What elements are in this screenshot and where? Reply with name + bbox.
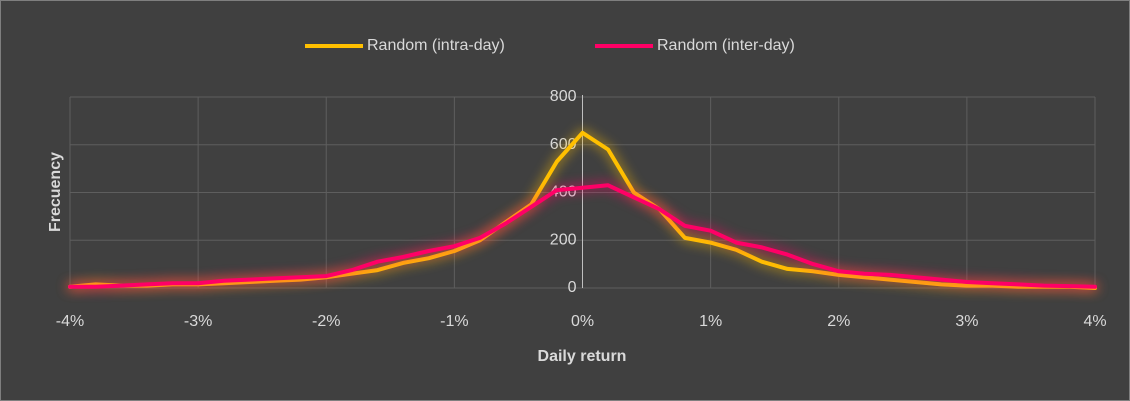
x-tick-label: -1% — [440, 313, 468, 330]
y-tick-label: 800 — [550, 88, 577, 105]
x-tick-label: 3% — [955, 313, 978, 330]
x-tick-label: -4% — [56, 313, 84, 330]
x-tick-label: 1% — [699, 313, 722, 330]
x-tick-label: 4% — [1083, 313, 1106, 330]
y-axis-title: Frecuency — [47, 152, 64, 232]
x-axis-title: Daily return — [538, 348, 627, 365]
series-line — [68, 183, 1097, 289]
x-tick-label: -2% — [312, 313, 340, 330]
x-tick-label: -3% — [184, 313, 212, 330]
x-tick-label: 2% — [827, 313, 850, 330]
x-tick-label: 0% — [571, 313, 594, 330]
legend-label: Random (inter-day) — [657, 37, 795, 54]
legend-label: Random (intra-day) — [367, 37, 505, 54]
series-line — [68, 130, 1097, 290]
y-tick-label: 200 — [550, 231, 577, 248]
y-tick-label: 0 — [568, 279, 577, 296]
